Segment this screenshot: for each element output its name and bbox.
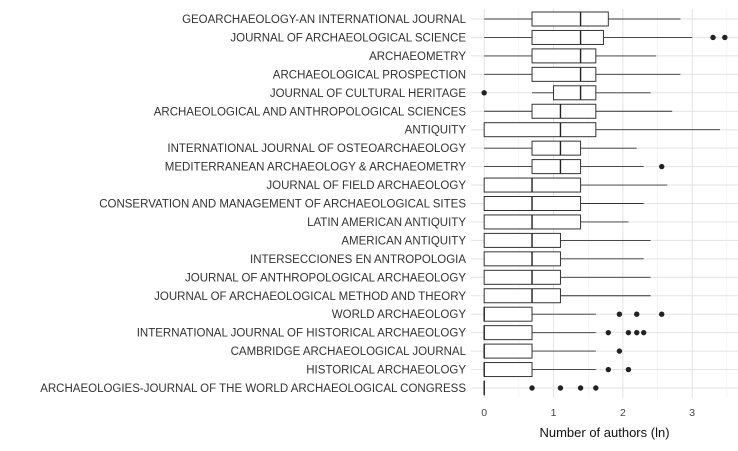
outlier-point — [529, 385, 534, 390]
box — [532, 104, 596, 118]
outlier-point — [593, 385, 598, 390]
outlier-point — [606, 367, 611, 372]
outlier-point — [634, 330, 639, 335]
box-group — [484, 363, 631, 377]
box — [532, 160, 581, 174]
x-tick-label: 2 — [620, 407, 626, 419]
category-label: INTERSECCIONES EN ANTROPOLOGIA — [250, 254, 466, 266]
category-label: HISTORICAL ARCHAEOLOGY — [306, 365, 466, 377]
outlier-point — [626, 367, 631, 372]
box-group — [484, 289, 650, 303]
box-group — [484, 49, 656, 63]
box — [484, 252, 560, 266]
category-label: JOURNAL OF FIELD ARCHAEOLOGY — [266, 180, 466, 192]
x-tick-label: 1 — [551, 407, 557, 419]
outlier-point — [558, 385, 563, 390]
category-label: ANTIQUITY — [405, 125, 467, 137]
category-label: ARCHAEOLOGIES-JOURNAL OF THE WORLD ARCHA… — [40, 383, 466, 395]
category-label: INTERNATIONAL JOURNAL OF OSTEOARCHAEOLOG… — [167, 143, 466, 155]
category-label: JOURNAL OF CULTURAL HERITAGE — [270, 88, 466, 100]
category-label: AMERICAN ANTIQUITY — [341, 235, 466, 247]
outlier-point — [634, 312, 639, 317]
category-label: JOURNAL OF ANTHROPOLOGICAL ARCHAEOLOGY — [185, 272, 466, 284]
outlier-point — [481, 90, 486, 95]
category-labels: GEOARCHAEOLOGY-AN INTERNATIONAL JOURNAL J… — [40, 14, 466, 395]
outlier-point — [659, 164, 664, 169]
box — [484, 307, 532, 321]
outlier-point — [578, 385, 583, 390]
category-label: GEOARCHAEOLOGY-AN INTERNATIONAL JOURNAL — [182, 14, 467, 26]
box-group — [484, 12, 680, 26]
box-group — [484, 215, 628, 229]
x-tick-label: 0 — [481, 407, 487, 419]
box — [484, 233, 560, 247]
outlier-point — [722, 35, 727, 40]
box — [484, 123, 596, 137]
box — [532, 141, 581, 155]
x-axis-title: Number of authors (ln) — [539, 425, 669, 440]
category-label: ARCHAEOMETRY — [369, 51, 466, 63]
category-label: MEDITERRANEAN ARCHAEOLOGY & ARCHAEOMETRY — [165, 162, 467, 174]
box — [484, 344, 532, 358]
category-label: JOURNAL OF ARCHAEOLOGICAL SCIENCE — [230, 32, 466, 44]
box — [532, 12, 608, 26]
category-label: ARCHAEOLOGICAL AND ANTHROPOLOGICAL SCIEN… — [154, 106, 467, 118]
box-group — [484, 252, 644, 266]
box — [554, 86, 596, 100]
category-label: CAMBRIDGE ARCHAEOLOGICAL JOURNAL — [231, 346, 467, 358]
outlier-point — [710, 35, 715, 40]
box-group — [484, 160, 664, 174]
box-group — [484, 67, 680, 81]
box — [484, 270, 560, 284]
x-axis-ticks: 0 1 2 3 — [481, 407, 695, 419]
outlier-point — [659, 312, 664, 317]
box-group — [484, 123, 720, 137]
box — [532, 30, 603, 44]
box — [484, 289, 560, 303]
outlier-point — [617, 312, 622, 317]
outlier-point — [606, 330, 611, 335]
box-group — [484, 270, 650, 284]
box-group — [484, 178, 667, 192]
box — [532, 49, 596, 63]
box-group — [484, 197, 644, 211]
outlier-point — [617, 348, 622, 353]
box-group — [484, 141, 637, 155]
category-label: JOURNAL OF ARCHAEOLOGICAL METHOD AND THE… — [154, 291, 466, 303]
category-label: INTERNATIONAL JOURNAL OF HISTORICAL ARCH… — [137, 328, 467, 340]
box — [484, 363, 532, 377]
box-group — [484, 307, 664, 321]
category-label: ARCHAEOLOGICAL PROSPECTION — [273, 69, 466, 81]
box-group — [484, 104, 672, 118]
outlier-point — [626, 330, 631, 335]
box — [532, 67, 596, 81]
category-label: LATIN AMERICAN ANTIQUITY — [307, 217, 466, 229]
category-label: WORLD ARCHAEOLOGY — [332, 309, 467, 321]
box-group — [484, 30, 727, 44]
category-label: CONSERVATION AND MANAGEMENT OF ARCHAEOLO… — [99, 199, 466, 211]
outlier-point — [641, 330, 646, 335]
box-group — [484, 233, 650, 247]
box — [484, 326, 532, 340]
x-tick-label: 3 — [689, 407, 695, 419]
